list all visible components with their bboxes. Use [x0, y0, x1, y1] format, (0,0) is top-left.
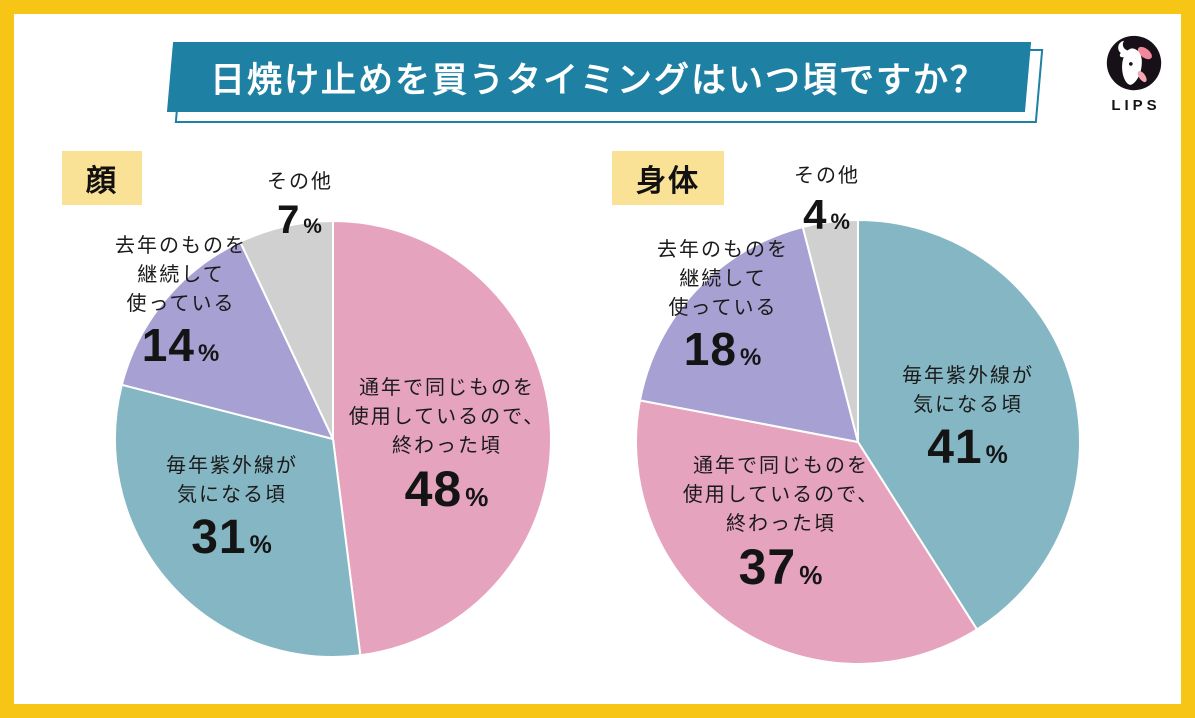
- pie-0-slice-2: [120, 240, 334, 440]
- percent-sign: %: [830, 209, 851, 234]
- slice-percent-number: 31: [191, 511, 247, 564]
- slice-label-line: 終わった頃: [725, 513, 836, 535]
- pie-1-slice-1-label: 通年で同じものを 使用しているので、 終わった頃 37%: [683, 452, 880, 597]
- slice-label-line: 毎年紫外線が: [902, 365, 1034, 387]
- pie-1-slice-0-label: 毎年紫外線が 気になる頃 41%: [902, 362, 1034, 475]
- slice-percent-number: 14: [141, 319, 195, 371]
- slice-label-line: 使っている: [126, 293, 236, 315]
- slice-percent-number: 48: [404, 461, 463, 517]
- slice-label-line: 去年のものを: [657, 239, 789, 261]
- pie-0-slice-0-label: 通年で同じものを 使用しているので、 終わった頃 48%: [349, 374, 546, 519]
- slice-label-line: 継続して: [137, 264, 225, 286]
- lips-deer-icon: [1106, 35, 1162, 91]
- pie-1-slice-0: [857, 219, 1081, 631]
- pie-1-slice-2: [638, 225, 859, 443]
- slice-label-line: 毎年紫外線が: [166, 455, 298, 477]
- slice-label-line: 継続して: [679, 268, 767, 290]
- slice-label-line: その他: [794, 165, 860, 187]
- slice-value: 48%: [349, 461, 546, 519]
- slice-percent-number: 41: [927, 421, 983, 474]
- pie-0-slice-2-label: 去年のものを 継続して使っている 14%: [115, 232, 247, 372]
- slice-value: 31%: [166, 510, 298, 565]
- percent-sign: %: [739, 344, 763, 371]
- chart-label-body: 身体: [612, 151, 724, 205]
- pie-1-slice-3: [801, 219, 859, 443]
- lips-logo-text: LIPS: [1111, 97, 1161, 114]
- pie-1-slice-3-label: その他 4%: [794, 162, 860, 239]
- slice-label-line: 使用しているので、: [348, 406, 546, 428]
- slice-percent-number: 18: [683, 323, 737, 375]
- slice-label-line: 使っている: [668, 297, 778, 319]
- slice-label-line: その他: [267, 171, 333, 193]
- percent-sign: %: [799, 560, 824, 590]
- percent-sign: %: [197, 340, 221, 367]
- slice-value: 7%: [267, 197, 333, 243]
- pie-0-slice-1-label: 毎年紫外線が 気になる頃 31%: [166, 452, 298, 565]
- slice-percent-number: 37: [738, 539, 797, 595]
- slice-value: 14%: [115, 319, 247, 372]
- slice-percent-number: 7: [277, 198, 301, 242]
- chart-label-face: 顔: [62, 151, 142, 205]
- percent-sign: %: [985, 441, 1009, 469]
- slice-percent-number: 4: [803, 191, 828, 238]
- slice-label-line: 気になる頃: [177, 484, 287, 506]
- pie-1-slice-1: [635, 399, 978, 665]
- slice-label-line: 通年で同じものを: [358, 377, 535, 399]
- pie-0-slice-1: [114, 383, 362, 658]
- pie-0-slice-3-label: その他 7%: [267, 168, 333, 243]
- slice-label-line: 気になる頃: [913, 394, 1023, 416]
- slice-label-line: 通年で同じものを: [692, 455, 869, 477]
- percent-sign: %: [465, 482, 490, 512]
- lips-logo: LIPS: [1100, 34, 1168, 114]
- slice-value: 41%: [902, 420, 1034, 475]
- pie-0-slice-0: [332, 220, 552, 657]
- percent-sign: %: [303, 215, 323, 238]
- slice-label-line: 使用しているので、: [682, 484, 880, 506]
- pie-1-slice-2-label: 去年のものを 継続して使っている 18%: [657, 236, 789, 376]
- slice-value: 18%: [657, 323, 789, 376]
- slice-label-line: 去年のものを: [115, 235, 247, 257]
- pie-0-slice-3: [239, 220, 334, 440]
- slice-label-line: 終わった頃: [391, 435, 502, 457]
- slice-value: 4%: [794, 191, 860, 239]
- slice-value: 37%: [683, 539, 880, 597]
- percent-sign: %: [249, 531, 273, 559]
